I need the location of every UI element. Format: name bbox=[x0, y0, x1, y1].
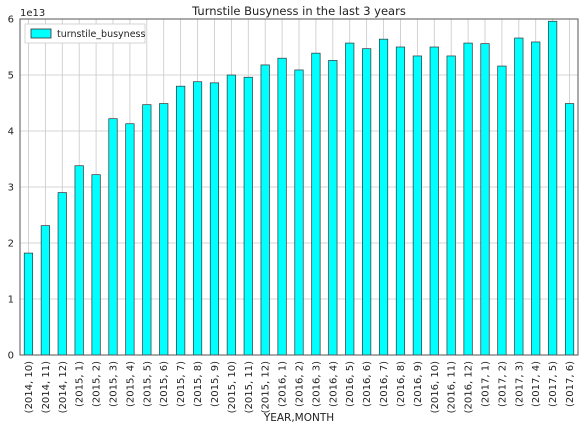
bar bbox=[564, 103, 575, 356]
bar bbox=[192, 81, 203, 356]
x-tick-label: (2015, 7) bbox=[176, 361, 187, 407]
bar bbox=[362, 48, 372, 356]
bar bbox=[294, 69, 304, 356]
x-tick-label: (2015, 9) bbox=[210, 361, 221, 407]
bar bbox=[57, 192, 67, 356]
x-tick-label: (2016, 5) bbox=[345, 361, 356, 407]
y-tick-label: 1 bbox=[8, 295, 14, 306]
bar bbox=[159, 103, 169, 356]
x-tick-label: (2015, 12) bbox=[261, 361, 272, 413]
bar bbox=[429, 46, 439, 356]
y-tick-label: 5 bbox=[8, 71, 14, 82]
plot-frame bbox=[19, 18, 579, 356]
x-tick-label: (2016, 1) bbox=[278, 361, 289, 407]
x-tick-label: (2014, 11) bbox=[41, 361, 52, 413]
x-tick-label: (2015, 5) bbox=[142, 361, 153, 407]
x-tick-label: (2015, 1) bbox=[75, 361, 86, 407]
bar bbox=[40, 225, 50, 356]
x-tick-label: (2014, 10) bbox=[24, 361, 35, 413]
x-tick-label: (2016, 11) bbox=[447, 361, 458, 413]
bar bbox=[108, 118, 118, 356]
x-tick-label: (2016, 6) bbox=[362, 361, 373, 407]
legend-label: turnstile_busyness bbox=[57, 29, 145, 40]
legend-box bbox=[24, 23, 146, 44]
x-tick-label: (2017, 1) bbox=[481, 361, 492, 407]
x-tick-label: (2015, 10) bbox=[227, 361, 238, 413]
y-axis-ticks: 0 1 2 3 4 5 6 bbox=[8, 15, 14, 362]
y-tick-label: 4 bbox=[8, 127, 14, 138]
bar bbox=[463, 42, 473, 356]
x-tick-label: (2016, 3) bbox=[311, 361, 322, 407]
x-axis-label: YEAR,MONTH bbox=[263, 412, 334, 424]
bar bbox=[311, 52, 321, 356]
bar bbox=[548, 20, 558, 356]
y-tick-label: 0 bbox=[8, 351, 14, 362]
chart-title: Turnstile Busyness in the last 3 years bbox=[191, 4, 406, 18]
x-tick-label: (2017, 6) bbox=[565, 361, 576, 407]
bar bbox=[378, 38, 389, 356]
bar bbox=[209, 82, 220, 356]
bar bbox=[497, 65, 507, 356]
bar bbox=[243, 76, 253, 356]
bar bbox=[480, 43, 490, 356]
bars bbox=[23, 20, 575, 356]
legend: turnstile_busyness bbox=[24, 23, 146, 44]
bar bbox=[328, 60, 338, 356]
bar bbox=[260, 64, 270, 356]
bar bbox=[226, 74, 236, 356]
x-tick-label: (2017, 4) bbox=[531, 361, 542, 407]
bar bbox=[531, 41, 541, 356]
x-tick-label: (2017, 3) bbox=[514, 361, 525, 407]
x-tick-label: (2015, 2) bbox=[92, 361, 103, 407]
bar bbox=[176, 85, 186, 356]
x-tick-label: (2014, 12) bbox=[58, 361, 69, 413]
x-axis-ticks: (2014, 10) (2014, 11) (2014, 12) (2015, 1) (… bbox=[24, 361, 576, 413]
bar bbox=[125, 123, 135, 356]
bar bbox=[142, 104, 152, 356]
legend-swatch bbox=[30, 28, 52, 39]
x-tick-label: (2015, 11) bbox=[244, 361, 255, 413]
bar bbox=[514, 37, 524, 356]
x-tick-label: (2016, 4) bbox=[328, 361, 339, 407]
bar bbox=[277, 57, 287, 356]
x-tick-label: (2016, 2) bbox=[295, 361, 306, 407]
bar bbox=[74, 165, 84, 356]
x-tick-label: (2015, 3) bbox=[109, 361, 120, 407]
x-tick-label: (2016, 7) bbox=[379, 361, 390, 407]
bar bbox=[91, 174, 101, 356]
bar bbox=[412, 55, 422, 356]
x-tick-label: (2016, 8) bbox=[396, 361, 407, 407]
x-tick-label: (2017, 5) bbox=[548, 361, 559, 407]
x-tick-label: (2016, 9) bbox=[413, 361, 424, 407]
y-axis-multiplier: 1e13 bbox=[20, 8, 45, 19]
x-tick-label: (2015, 8) bbox=[193, 361, 204, 407]
bar bbox=[395, 46, 406, 356]
y-tick-label: 6 bbox=[8, 15, 14, 26]
x-tick-label: (2015, 6) bbox=[159, 361, 170, 407]
x-tick-label: (2016, 10) bbox=[430, 361, 441, 413]
x-tick-label: (2015, 4) bbox=[125, 361, 136, 407]
bar bbox=[345, 42, 355, 356]
y-tick-label: 2 bbox=[8, 239, 14, 250]
bar bbox=[23, 252, 34, 356]
y-tick-label: 3 bbox=[8, 183, 14, 194]
x-tick-label: (2016, 12) bbox=[464, 361, 475, 413]
x-tick-label: (2017, 2) bbox=[497, 361, 508, 407]
bar bbox=[446, 55, 456, 356]
